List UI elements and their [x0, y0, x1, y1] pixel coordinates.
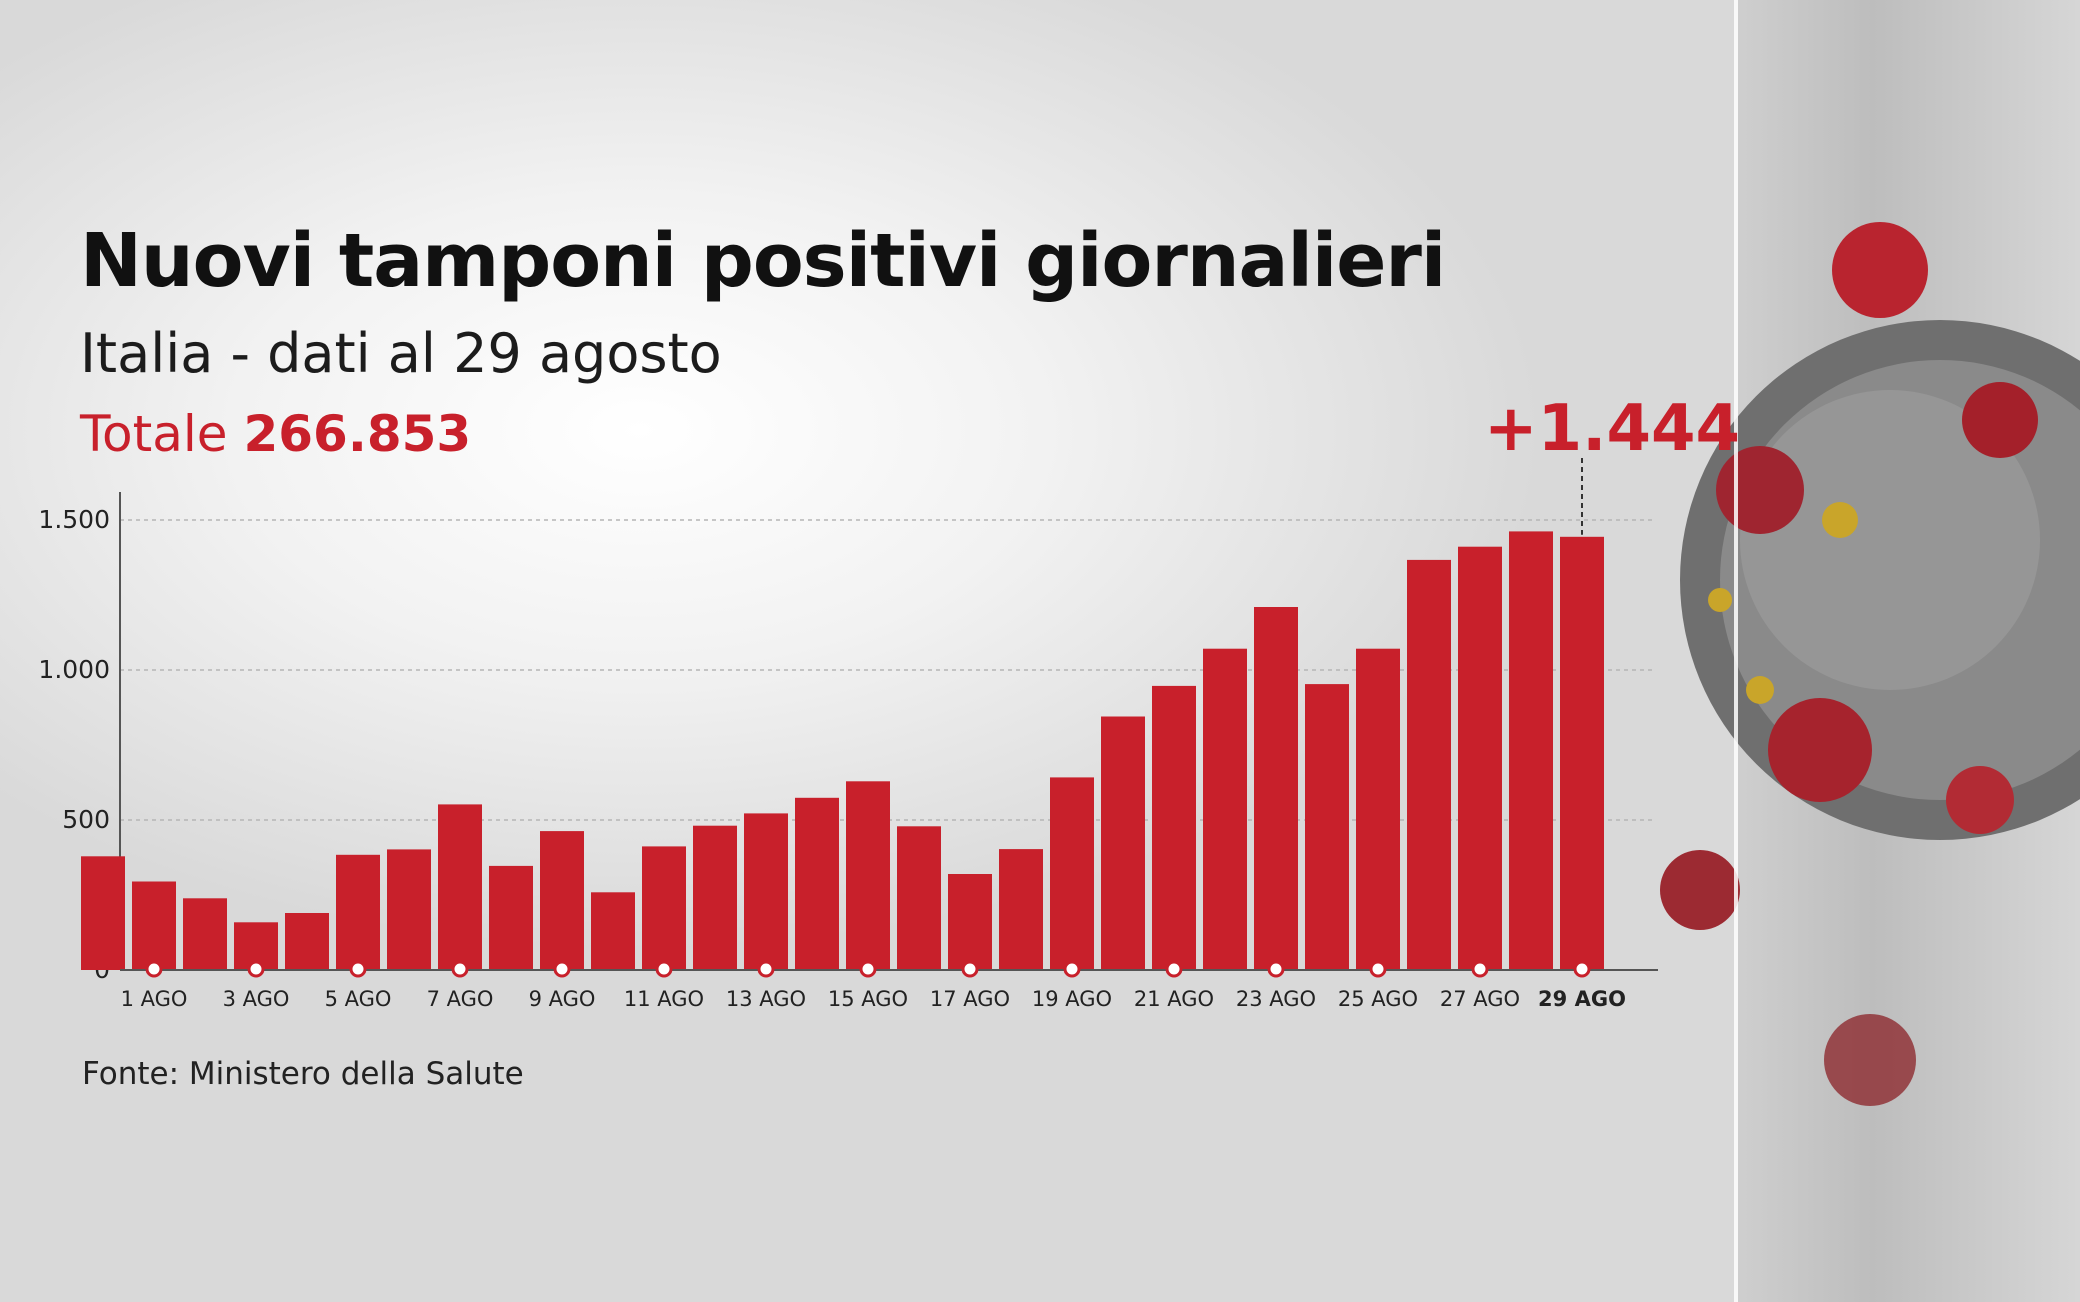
virus-illustration: [1660, 222, 2080, 1106]
bar: [591, 892, 635, 970]
y-tick-label: 500: [62, 805, 110, 834]
bar: [183, 898, 227, 970]
x-tick-marker: [1063, 960, 1081, 978]
bar: [1203, 648, 1247, 970]
x-tick-label: 19 AGO: [1032, 987, 1112, 1011]
x-tick-label: 15 AGO: [828, 987, 908, 1011]
bar: [132, 881, 176, 970]
bar: [744, 813, 788, 970]
chart-title: Nuovi tamponi positivi giornalieri: [80, 218, 1446, 304]
bar: [1458, 546, 1502, 970]
bar: [81, 856, 125, 970]
x-tick-label: 1 AGO: [121, 987, 188, 1011]
x-tick-label: 13 AGO: [726, 987, 806, 1011]
x-tick-marker: [247, 960, 265, 978]
panel-divider: [1734, 0, 1738, 1302]
x-tick-label: 21 AGO: [1134, 987, 1214, 1011]
total-line: Totale 266.853: [80, 405, 471, 463]
y-tick-label: 1.000: [38, 655, 110, 684]
bar: [1050, 777, 1094, 970]
x-tick-label: 27 AGO: [1440, 987, 1520, 1011]
bar: [438, 804, 482, 970]
x-tick-marker: [1267, 960, 1285, 978]
bar: [1509, 531, 1553, 970]
x-tick-label: 3 AGO: [223, 987, 290, 1011]
bar: [948, 874, 992, 970]
x-tick-marker: [553, 960, 571, 978]
bar: [1356, 648, 1400, 970]
bar: [1101, 716, 1145, 970]
bar: [693, 825, 737, 970]
x-tick-label: 7 AGO: [427, 987, 494, 1011]
x-tick-marker: [145, 960, 163, 978]
x-tick-label: 17 AGO: [930, 987, 1010, 1011]
x-tick-marker: [655, 960, 673, 978]
bar: [795, 797, 839, 970]
x-tick-marker: [1369, 960, 1387, 978]
bar: [897, 826, 941, 970]
bar: [1152, 685, 1196, 970]
bar: [387, 849, 431, 970]
bar: [1254, 607, 1298, 970]
bar: [336, 854, 380, 970]
x-tick-label: 29 AGO: [1538, 987, 1626, 1011]
bar: [642, 846, 686, 970]
x-tick-marker: [961, 960, 979, 978]
chart-subtitle: Italia - dati al 29 agosto: [80, 322, 722, 385]
x-tick-marker: [757, 960, 775, 978]
total-label: Totale: [80, 405, 228, 463]
x-tick-label: 5 AGO: [325, 987, 392, 1011]
x-tick-marker: [1471, 960, 1489, 978]
bar: [846, 781, 890, 970]
bar: [999, 849, 1043, 970]
latest-value-callout: +1.444: [1484, 392, 1741, 466]
bar: [1305, 684, 1349, 970]
x-tick-label: 25 AGO: [1338, 987, 1418, 1011]
bar: [489, 865, 533, 970]
x-tick-label: 23 AGO: [1236, 987, 1316, 1011]
bar: [540, 831, 584, 970]
x-tick-label: 9 AGO: [529, 987, 596, 1011]
x-tick-marker: [859, 960, 877, 978]
x-tick-marker: [1573, 960, 1591, 978]
bar: [1407, 559, 1451, 970]
bar: [285, 913, 329, 970]
total-value: 266.853: [243, 405, 472, 463]
x-tick-marker: [349, 960, 367, 978]
x-tick-label: 11 AGO: [624, 987, 704, 1011]
bar: [1560, 536, 1604, 970]
y-tick-label: 1.500: [38, 505, 110, 534]
x-tick-marker: [1165, 960, 1183, 978]
source-note: Fonte: Ministero della Salute: [82, 1056, 524, 1092]
x-tick-marker: [451, 960, 469, 978]
